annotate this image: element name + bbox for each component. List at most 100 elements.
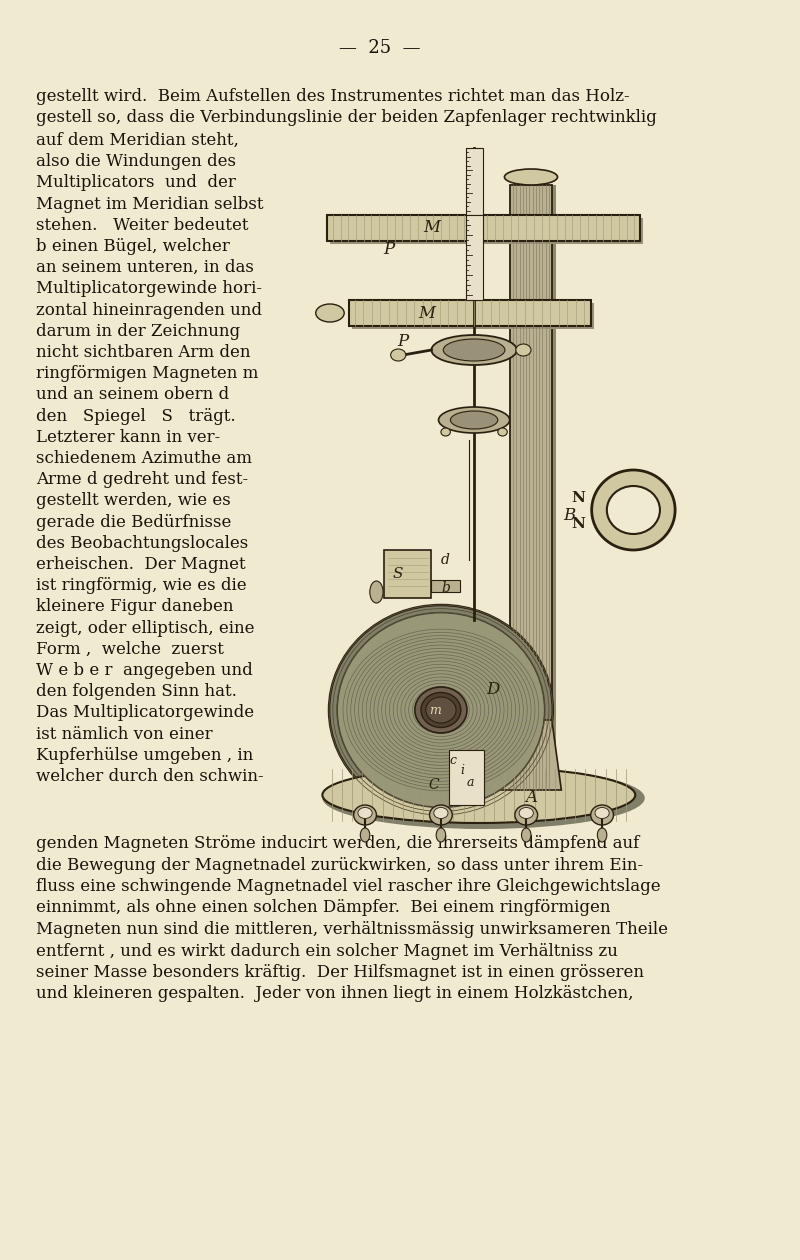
Text: erheischen.  Der Magnet: erheischen. Der Magnet (36, 556, 246, 573)
Ellipse shape (354, 805, 377, 825)
Ellipse shape (450, 411, 498, 428)
Ellipse shape (590, 805, 614, 825)
Ellipse shape (358, 808, 372, 819)
Text: D: D (486, 682, 500, 698)
Text: einnimmt, als ohne einen solchen Dämpfer.  Bei einem ringförmigen: einnimmt, als ohne einen solchen Dämpfer… (36, 900, 610, 916)
Text: W e b e r  angegeben und: W e b e r angegeben und (36, 662, 253, 679)
Text: m: m (430, 703, 441, 717)
Ellipse shape (498, 428, 507, 436)
Text: M: M (418, 305, 435, 321)
Ellipse shape (522, 828, 531, 842)
Text: zontal hineinragenden und: zontal hineinragenden und (36, 301, 262, 319)
Text: P: P (398, 334, 409, 350)
Text: Multiplicatorgewinde hori-: Multiplicatorgewinde hori- (36, 281, 262, 297)
Text: schiedenem Azimuthe am: schiedenem Azimuthe am (36, 450, 252, 467)
Ellipse shape (505, 169, 558, 185)
Bar (514, 185, 556, 790)
Text: gestellt werden, wie es: gestellt werden, wie es (36, 493, 230, 509)
Text: des Beobachtungslocales: des Beobachtungslocales (36, 534, 248, 552)
Text: i: i (461, 764, 465, 776)
Polygon shape (462, 719, 562, 790)
Text: P: P (383, 242, 394, 258)
Ellipse shape (516, 344, 531, 357)
Text: kleinere Figur daneben: kleinere Figur daneben (36, 598, 234, 615)
Ellipse shape (415, 687, 467, 733)
Text: und an seinem obern d: und an seinem obern d (36, 387, 229, 403)
Text: S: S (393, 567, 403, 581)
Bar (431, 580, 460, 592)
Text: Letzterer kann in ver-: Letzterer kann in ver- (36, 428, 220, 446)
Bar (330, 218, 643, 244)
Ellipse shape (436, 828, 446, 842)
Ellipse shape (434, 808, 448, 819)
Text: —  25  —: — 25 — (338, 39, 420, 57)
Text: Multiplicators  und  der: Multiplicators und der (36, 174, 236, 192)
Text: gestell so, dass die Verbindungslinie der beiden Zapfenlager rechtwinklig: gestell so, dass die Verbindungslinie de… (36, 110, 657, 126)
Text: an seinem unteren, in das: an seinem unteren, in das (36, 260, 254, 276)
Text: gestellt wird.  Beim Aufstellen des Instrumentes richtet man das Holz-: gestellt wird. Beim Aufstellen des Instr… (36, 88, 630, 105)
Text: die Bewegung der Magnetnadel zurückwirken, so dass unter ihrem Ein-: die Bewegung der Magnetnadel zurückwirke… (36, 857, 643, 873)
Ellipse shape (390, 349, 406, 362)
Text: Kupferhülse umgeben , in: Kupferhülse umgeben , in (36, 747, 254, 764)
Ellipse shape (316, 304, 344, 323)
Ellipse shape (370, 581, 383, 604)
Bar (327, 215, 640, 241)
Ellipse shape (598, 828, 607, 842)
Ellipse shape (430, 805, 452, 825)
Text: M: M (423, 219, 440, 237)
Text: b einen Bügel, welcher: b einen Bügel, welcher (36, 238, 230, 255)
Text: Magnet im Meridian selbst: Magnet im Meridian selbst (36, 195, 263, 213)
Text: Das Multiplicatorgewinde: Das Multiplicatorgewinde (36, 704, 254, 722)
Text: fluss eine schwingende Magnetnadel viel rascher ihre Gleichgewichtslage: fluss eine schwingende Magnetnadel viel … (36, 878, 661, 895)
Ellipse shape (322, 767, 635, 823)
Bar (450, 750, 483, 805)
Text: B: B (562, 507, 575, 523)
Text: welcher durch den schwin-: welcher durch den schwin- (36, 769, 264, 785)
Text: den   Spiegel   S   trägt.: den Spiegel S trägt. (36, 407, 236, 425)
Ellipse shape (322, 767, 645, 829)
Text: ringförmigen Magneten m: ringförmigen Magneten m (36, 365, 258, 382)
Bar (349, 300, 590, 326)
Text: seiner Masse besonders kräftig.  Der Hilfsmagnet ist in einen grösseren: seiner Masse besonders kräftig. Der Hilf… (36, 964, 644, 982)
Ellipse shape (360, 828, 370, 842)
Ellipse shape (431, 335, 517, 365)
Ellipse shape (441, 428, 450, 436)
Text: C: C (428, 777, 438, 793)
Ellipse shape (595, 808, 610, 819)
Bar (466, 215, 482, 300)
Text: N: N (571, 491, 586, 505)
Text: auf dem Meridian steht,: auf dem Meridian steht, (36, 132, 239, 149)
Ellipse shape (592, 470, 675, 551)
Bar (352, 302, 594, 329)
Text: Form ,  welche  zuerst: Form , welche zuerst (36, 641, 224, 658)
Text: c: c (450, 753, 457, 766)
Text: gerade die Bedürfnisse: gerade die Bedürfnisse (36, 514, 231, 530)
Ellipse shape (519, 808, 534, 819)
Text: den folgenden Sinn hat.: den folgenden Sinn hat. (36, 683, 237, 701)
Ellipse shape (329, 605, 553, 815)
Text: und kleineren gespalten.  Jeder von ihnen liegt in einem Holzkästchen,: und kleineren gespalten. Jeder von ihnen… (36, 985, 634, 1003)
Text: darum in der Zeichnung: darum in der Zeichnung (36, 323, 240, 340)
Ellipse shape (515, 805, 538, 825)
Text: nicht sichtbaren Arm den: nicht sichtbaren Arm den (36, 344, 250, 362)
Ellipse shape (426, 697, 456, 723)
Bar (510, 185, 552, 790)
Text: Arme d gedreht und fest-: Arme d gedreht und fest- (36, 471, 248, 488)
Text: ist ringförmig, wie es die: ist ringförmig, wie es die (36, 577, 246, 595)
Text: b: b (441, 581, 450, 595)
Text: N: N (571, 517, 586, 530)
Bar (384, 551, 431, 598)
Text: stehen.   Weiter bedeutet: stehen. Weiter bedeutet (36, 217, 249, 234)
Text: entfernt , und es wirkt dadurch ein solcher Magnet im Verhältniss zu: entfernt , und es wirkt dadurch ein solc… (36, 942, 618, 960)
Text: zeigt, oder elliptisch, eine: zeigt, oder elliptisch, eine (36, 620, 254, 636)
Text: a: a (466, 776, 474, 790)
Ellipse shape (438, 407, 510, 433)
Text: A: A (525, 789, 537, 805)
Ellipse shape (338, 612, 545, 808)
Text: ist nämlich von einer: ist nämlich von einer (36, 726, 213, 742)
Ellipse shape (443, 339, 505, 362)
Text: genden Magneten Ströme inducirt werden, die ihrerseits dämpfend auf: genden Magneten Ströme inducirt werden, … (36, 835, 639, 852)
Ellipse shape (607, 486, 660, 534)
Text: d: d (441, 553, 450, 567)
Ellipse shape (421, 693, 461, 727)
